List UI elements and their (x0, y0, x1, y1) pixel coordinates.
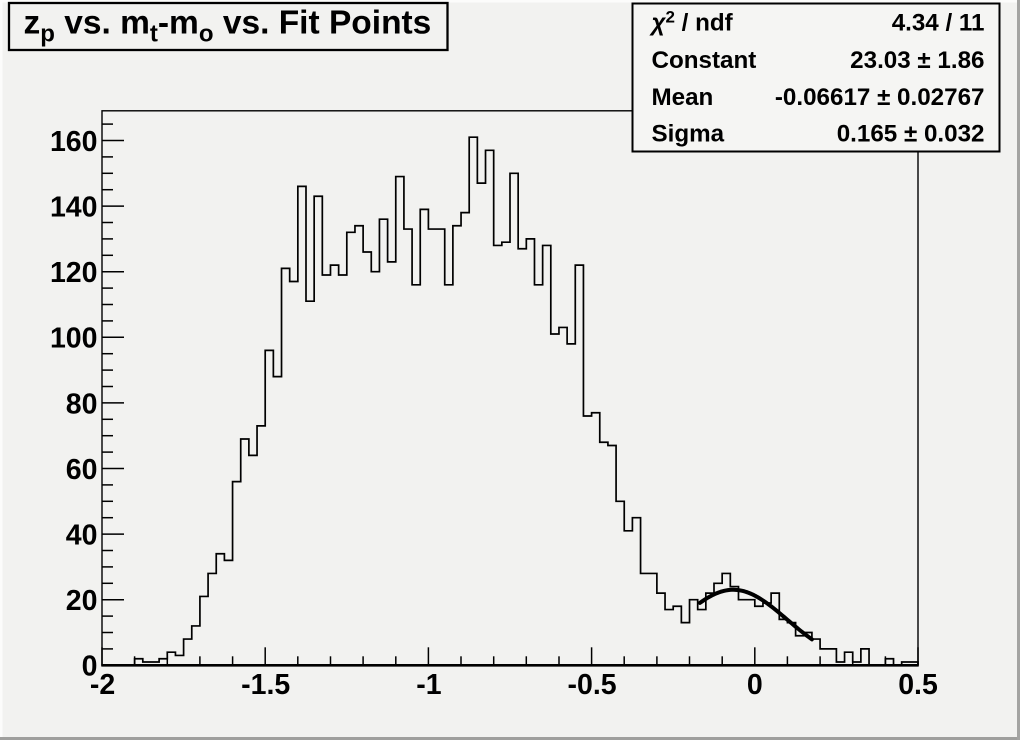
svg-text:-0.06617 ± 0.02767: -0.06617 ± 0.02767 (775, 84, 985, 111)
svg-text:4.34 / 11: 4.34 / 11 (892, 10, 985, 37)
svg-text:Mean: Mean (652, 84, 714, 111)
svg-text:40: 40 (66, 520, 98, 552)
svg-text:100: 100 (50, 323, 98, 355)
svg-text:-2: -2 (90, 669, 115, 701)
svg-text:0: 0 (747, 669, 763, 701)
svg-text:-0.5: -0.5 (568, 669, 617, 701)
svg-text:χ2 / ndf: χ2 / ndf (649, 8, 734, 37)
svg-text:140: 140 (50, 192, 98, 224)
svg-text:Constant: Constant (652, 47, 757, 74)
svg-text:0.5: 0.5 (898, 669, 938, 701)
svg-text:Sigma: Sigma (652, 121, 725, 148)
svg-text:0: 0 (82, 651, 98, 683)
svg-text:zp vs. mt-mo vs. Fit Points: zp vs. mt-mo vs. Fit Points (24, 5, 432, 48)
svg-text:0.165 ± 0.032: 0.165 ± 0.032 (837, 121, 985, 148)
svg-text:23.03 ± 1.86: 23.03 ± 1.86 (850, 47, 984, 74)
svg-text:-1: -1 (416, 669, 441, 701)
svg-text:120: 120 (50, 257, 98, 289)
svg-text:-1.5: -1.5 (241, 669, 290, 701)
svg-text:160: 160 (50, 126, 98, 158)
svg-text:20: 20 (66, 585, 98, 617)
svg-text:60: 60 (66, 454, 98, 486)
svg-text:80: 80 (66, 388, 98, 420)
